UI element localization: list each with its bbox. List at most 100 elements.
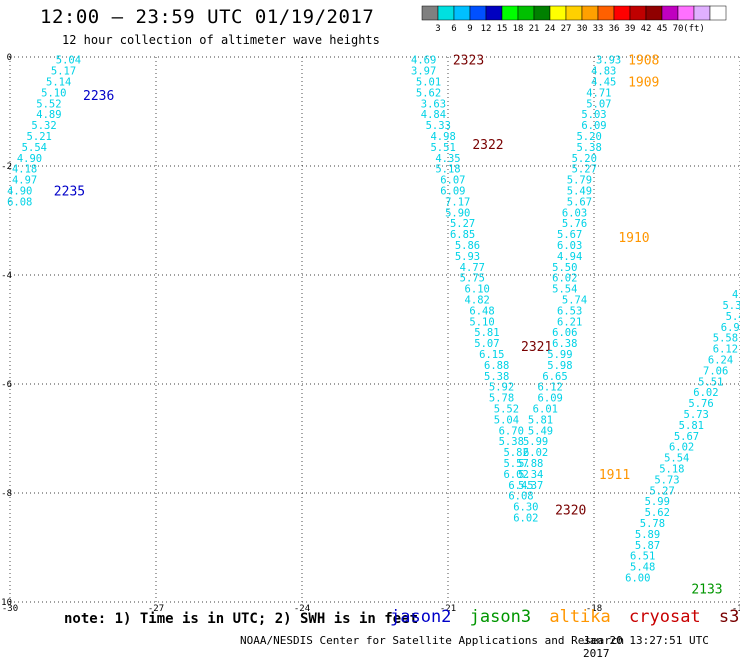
wave-height-label: 5.04 <box>494 414 519 426</box>
colorbar-swatch <box>581 5 599 21</box>
wave-height-label: 4.18 <box>12 164 37 176</box>
y-tick-label: -2 <box>1 162 12 172</box>
colorbar-label: 15 <box>497 24 508 34</box>
legend-altika: altika <box>549 607 611 627</box>
colorbar-label: 9 <box>467 24 472 34</box>
wave-height-label: 5.20 <box>572 153 597 165</box>
wave-height-label: 5.87 <box>635 540 660 552</box>
wave-height-label: 3.63 <box>421 98 446 110</box>
wave-height-label: 5.27 <box>450 218 475 230</box>
wave-height-label: 5.14 <box>46 77 71 89</box>
track-time-label: 2320 <box>555 503 586 518</box>
wave-height-label: 6.08 <box>508 491 533 503</box>
colorbar-label: 24 <box>545 24 556 34</box>
track-time-label: 2236 <box>83 89 114 104</box>
wave-height-label: 5.58 <box>713 333 738 345</box>
colorbar-swatch <box>565 5 583 21</box>
wave-height-label: 6.03 <box>557 240 582 252</box>
wave-height-label: 5.38 <box>576 142 601 154</box>
wave-height-label: 6.02 <box>513 513 538 525</box>
colorbar-swatch <box>661 5 679 21</box>
wave-height-label: 6.21 <box>557 316 582 328</box>
colorbar-label: 21 <box>529 24 540 34</box>
wave-height-label: 6.38 <box>552 338 577 350</box>
wave-height-label: 5.10 <box>41 87 66 99</box>
colorbar-label: 39 <box>625 24 636 34</box>
wave-height-label: 5.81 <box>679 420 704 432</box>
wave-height-label: 3.97 <box>411 66 436 78</box>
wave-height-label: 5.90 <box>445 207 470 219</box>
colorbar-label: 12 <box>481 24 492 34</box>
wave-height-label: 5.34 <box>518 469 543 481</box>
wave-height-label: 4.83 <box>591 66 616 78</box>
wave-height-label: 5.78 <box>489 393 514 405</box>
wave-height-label: 5.54 <box>664 453 689 465</box>
wave-height-label: 6.88 <box>484 360 509 372</box>
wave-height-label: 5.37 <box>722 300 740 312</box>
wave-height-label: 4.35 <box>435 153 460 165</box>
track-time-label: 1911 <box>599 468 630 483</box>
wave-height-label: 6.48 <box>469 305 494 317</box>
wave-height-label: 6.45 <box>508 480 533 492</box>
wave-height-label: 5.21 <box>27 131 52 143</box>
colorbar-swatch <box>613 5 631 21</box>
wave-height-label: 3.93 <box>596 55 621 67</box>
wave-height-label: 6.00 <box>625 572 650 584</box>
colorbar-swatch <box>693 5 711 21</box>
wave-height-label: 6.85 <box>450 229 475 241</box>
colorbar-label: 42 <box>641 24 652 34</box>
wave-height-label: 5.98 <box>547 360 572 372</box>
wave-height-label: 6.51 <box>630 551 655 563</box>
colorbar-label: 30 <box>577 24 588 34</box>
colorbar-label: 70 <box>673 24 684 34</box>
colorbar-swatch <box>421 5 439 21</box>
wave-height-label: 6.02 <box>552 273 577 285</box>
wave-height-label: 7.06 <box>703 365 728 377</box>
colorbar-swatch <box>709 5 727 21</box>
x-tick-label: -18 <box>586 604 602 614</box>
x-tick-label: -30 <box>2 604 18 614</box>
wave-height-label: 5.79 <box>567 175 592 187</box>
wave-height-label: 5.88 <box>518 458 543 470</box>
generation-timestamp: Jan 20 13:27:51 UTC 2017 <box>583 634 709 660</box>
colorbar-label: 33 <box>593 24 604 34</box>
wave-height-label: 6.03 <box>562 207 587 219</box>
x-tick-label: -27 <box>148 604 164 614</box>
wave-height-label: 5.38 <box>484 371 509 383</box>
credit-line: NOAA/NESDIS Center for Satellite Applica… <box>240 634 625 647</box>
wave-height-label: 5.18 <box>659 463 684 475</box>
wave-height-label: 5.17 <box>51 66 76 78</box>
wave-height-label: 4.98 <box>430 131 455 143</box>
colorbar-swatch <box>469 5 487 21</box>
track-time-label: 2322 <box>472 138 503 153</box>
wave-height-label: 5.51 <box>430 142 455 154</box>
wave-height-label: 4 <box>732 289 738 301</box>
x-tick-label: -24 <box>294 604 310 614</box>
wave-height-label: 5.92 <box>489 382 514 394</box>
wave-height-label: 5.62 <box>416 87 441 99</box>
wave-height-label: 5.54 <box>552 284 577 296</box>
colorbar-label: 6 <box>451 24 456 34</box>
wave-height-label: 5.76 <box>562 218 587 230</box>
wave-height-label: 5.4 <box>726 311 740 323</box>
colorbar-swatch <box>677 5 695 21</box>
wave-height-label: 5.82 <box>503 447 528 459</box>
wave-height-label: 4.82 <box>465 295 490 307</box>
wave-height-label: 5.37 <box>518 480 543 492</box>
wave-height-label: 5.75 <box>460 273 485 285</box>
wave-height-label: 4.89 <box>36 109 61 121</box>
wave-height-label: 6.02 <box>523 447 548 459</box>
satellite-legend: jason2 jason3 altika cryosat s3a <box>390 607 740 627</box>
wave-height-label: 4.84 <box>421 109 446 121</box>
wave-height-label: 4.94 <box>557 251 582 263</box>
wave-height-label: 6.65 <box>542 371 567 383</box>
colorbar-swatch <box>645 5 663 21</box>
wave-height-label: 6.02 <box>693 387 718 399</box>
x-tick-label: -15 <box>732 604 740 614</box>
wave-height-label: 5.20 <box>576 131 601 143</box>
wave-height-label: 6.09 <box>440 186 465 198</box>
wave-height-label: 5.73 <box>654 474 679 486</box>
colorbar-label: 27 <box>561 24 572 34</box>
wave-height-label: 5.67 <box>567 196 592 208</box>
